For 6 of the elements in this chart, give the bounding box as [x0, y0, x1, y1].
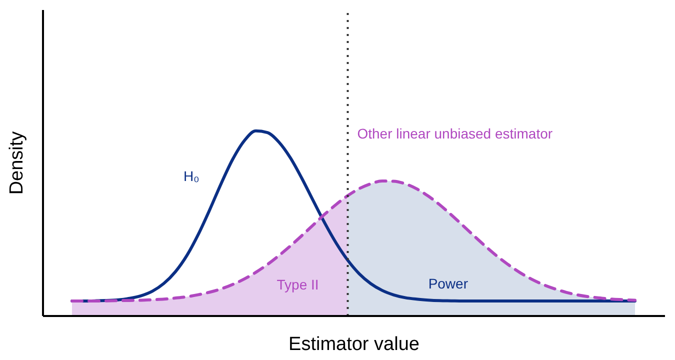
series-label: Type II: [276, 276, 319, 292]
series-label: Power: [428, 275, 468, 292]
x-axis-title: Estimator value: [288, 334, 420, 355]
series-label: H₀: [183, 168, 200, 184]
text: Other linear unbiased estimator: [357, 125, 553, 142]
y-axis-title: Density: [6, 130, 28, 195]
